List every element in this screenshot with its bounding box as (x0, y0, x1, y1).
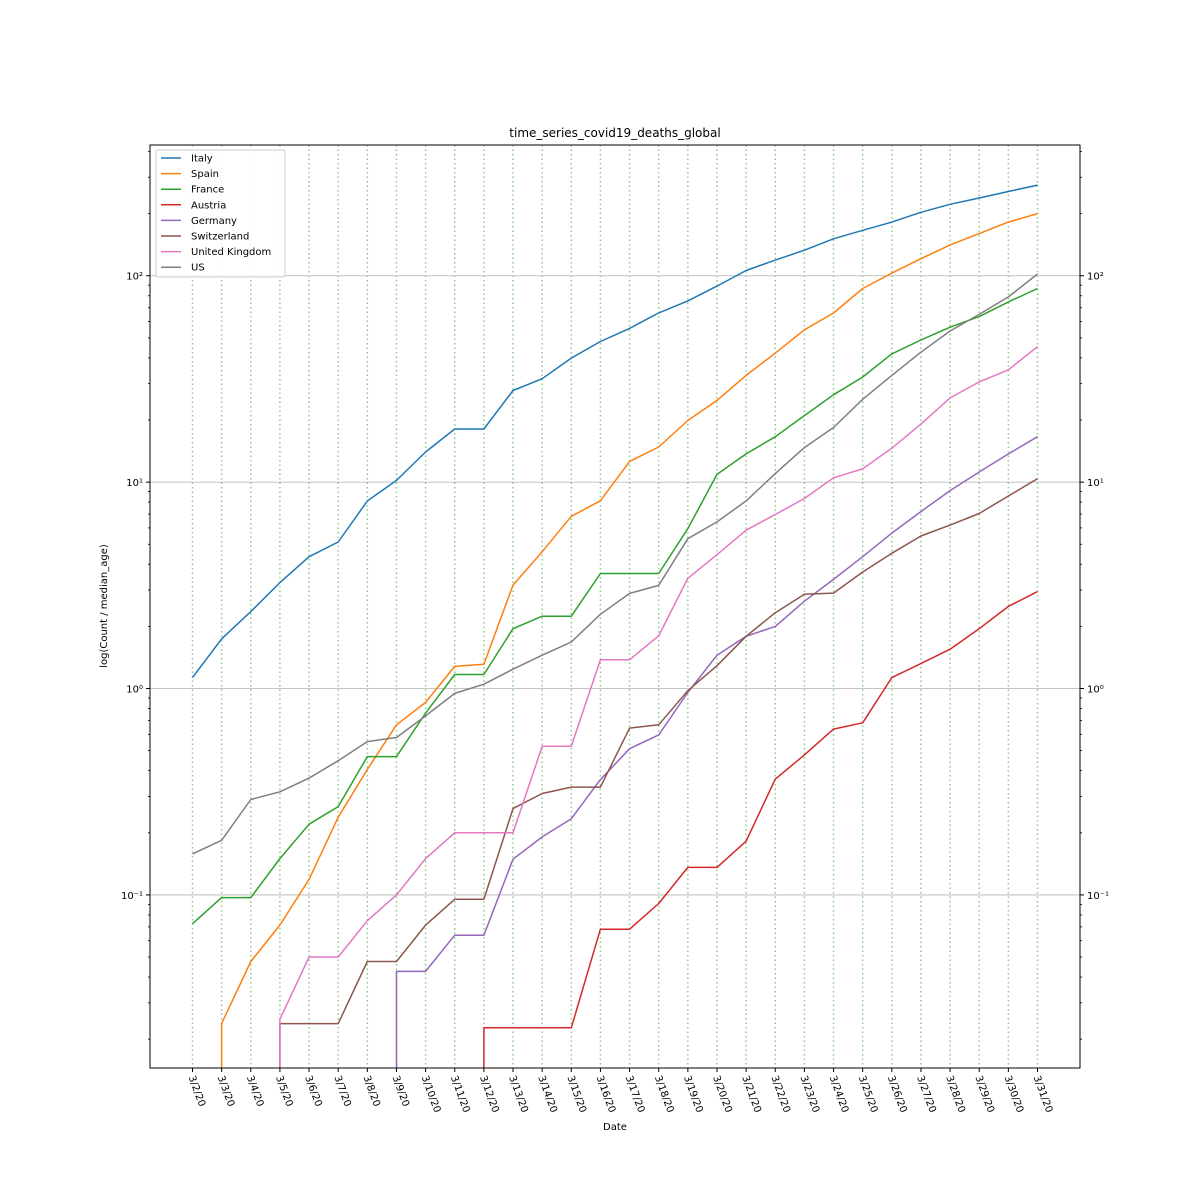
legend-label: Spain (191, 169, 219, 180)
plot-frame (149, 144, 1081, 1069)
y-tick-label-right: 10² (1087, 272, 1104, 283)
legend: Italy Spain France Austria Germany Switzerlan… (155, 149, 286, 278)
y-tick-label-left: 10¹ (126, 478, 143, 489)
y-tick-label-right: 10¹ (1087, 478, 1104, 489)
x-axis-label: Date (603, 1122, 627, 1133)
legend-label: France (191, 185, 224, 196)
legend-label: Switzerland (191, 232, 249, 243)
legend-label: Austria (191, 200, 226, 211)
series-line-united-kingdom (279, 346, 1038, 1068)
series-line-austria (483, 590, 1038, 1068)
y-tick-label-left: 10⁰ (126, 685, 143, 696)
legend-label: US (191, 263, 205, 274)
series-line-spain (220, 212, 1038, 1068)
chart-title: time_series_covid19_deaths_global (509, 126, 720, 140)
y-tick-label-left: 10⁻¹ (121, 891, 143, 902)
series-line-france (191, 287, 1038, 925)
y-axis-label: log(Count / median_age) (99, 544, 110, 668)
series-line-italy (191, 184, 1038, 679)
series-layer (191, 184, 1038, 1068)
series-line-us (192, 273, 1038, 855)
legend-label: Germany (191, 216, 237, 227)
y-tick-label-right: 10⁻¹ (1087, 891, 1109, 902)
legend-box (155, 149, 286, 278)
y-axis-ticks: 10⁻¹ 10⁻¹ 10⁰ 10⁰ 10¹ 10¹ 10² 10² (121, 151, 1109, 1040)
legend-label: United Kingdom (191, 247, 271, 258)
series-line-switzerland (279, 477, 1038, 1068)
series-line-germany (395, 436, 1038, 1068)
y-tick-label-right: 10⁰ (1087, 685, 1104, 696)
y-tick-label-left: 10² (126, 272, 143, 283)
grid-layer (150, 145, 1080, 1068)
legend-label: Italy (191, 154, 213, 165)
